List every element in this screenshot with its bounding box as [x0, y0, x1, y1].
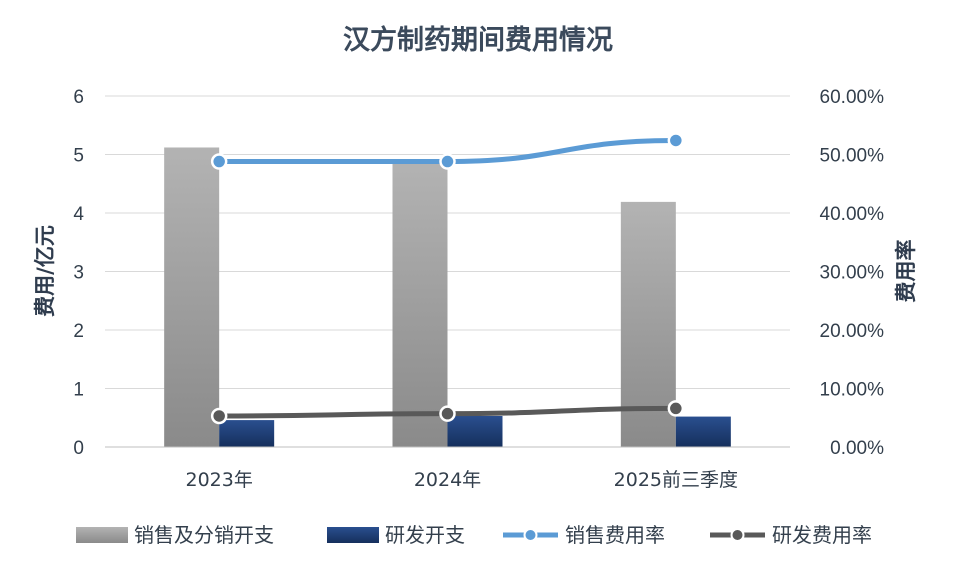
- legend-swatch: [76, 527, 128, 543]
- left-axis-ticks: 0 1 2 3 4 5 6: [73, 87, 84, 459]
- bar-sales: [164, 147, 220, 448]
- category-labels: 2023年 2024年 2025前三季度: [185, 469, 738, 491]
- sales-rate-point: [439, 153, 456, 170]
- left-tick-label: 2: [73, 321, 84, 342]
- right-tick-label: 50.00%: [820, 146, 885, 167]
- right-axis-title: 费用率: [894, 240, 918, 303]
- legend-item: 研发开支: [327, 523, 465, 547]
- left-tick-label: 3: [73, 263, 84, 284]
- chart-title: 汉方制药期间费用情况: [343, 24, 613, 56]
- legend-label: 销售费用率: [565, 523, 665, 547]
- right-tick-label: 10.00%: [820, 380, 885, 401]
- legend-item: 销售费用率: [503, 523, 665, 547]
- sales-rate-point: [210, 153, 228, 170]
- bars: [164, 147, 731, 448]
- rnd-rate-point: [439, 405, 456, 422]
- right-tick-label: 0.00%: [830, 438, 884, 459]
- legend-item: 销售及分销开支: [76, 523, 274, 547]
- rnd-rate-point: [667, 400, 685, 417]
- left-axis-title: 费用/亿元: [33, 225, 57, 317]
- category-label: 2024年: [414, 469, 481, 491]
- legend: 销售及分销开支 研发开支 销售费用率 研发费用率: [76, 523, 872, 547]
- left-tick-label: 4: [73, 204, 84, 225]
- legend-marker: [730, 528, 745, 542]
- left-tick-label: 0: [73, 438, 84, 459]
- bar-rnd: [675, 416, 731, 447]
- right-axis-ticks: 0.00% 10.00% 20.00% 30.00% 40.00% 50.00% 60.00…: [820, 87, 885, 459]
- lines: [210, 132, 685, 425]
- right-tick-label: 20.00%: [820, 321, 885, 342]
- legend-swatch: [327, 527, 379, 543]
- legend-label: 研发开支: [385, 523, 465, 547]
- legend-item: 研发费用率: [710, 523, 872, 547]
- left-tick-label: 6: [73, 87, 84, 108]
- category-label: 2023年: [185, 469, 252, 491]
- legend-label: 销售及分销开支: [134, 523, 274, 547]
- category-label: 2025前三季度: [614, 469, 738, 491]
- legend-label: 研发费用率: [772, 523, 872, 547]
- left-tick-label: 1: [73, 380, 84, 401]
- bar-sales: [392, 161, 448, 447]
- rnd-rate-point: [210, 407, 228, 425]
- right-tick-label: 40.00%: [820, 204, 885, 225]
- legend-marker: [523, 528, 538, 542]
- right-tick-label: 60.00%: [820, 87, 885, 108]
- right-tick-label: 30.00%: [820, 263, 885, 284]
- left-tick-label: 5: [73, 146, 84, 167]
- sales-rate-point: [667, 132, 685, 149]
- bar-rnd: [447, 415, 503, 447]
- bar-rnd: [219, 420, 275, 447]
